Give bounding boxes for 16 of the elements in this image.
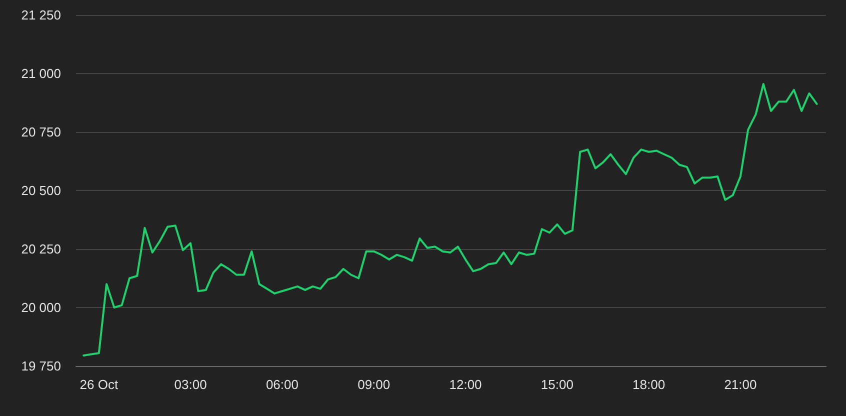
x-tick-label: 03:00 bbox=[174, 377, 207, 392]
y-tick-label: 20 250 bbox=[21, 242, 61, 256]
x-tick-label: 26 Oct bbox=[80, 377, 118, 392]
y-tick-label: 20 000 bbox=[21, 300, 61, 315]
x-tick-label: 18:00 bbox=[632, 377, 666, 392]
y-tick-label: 21 250 bbox=[21, 8, 61, 22]
x-tick-label: 15:00 bbox=[540, 377, 574, 392]
x-tick-label: 09:00 bbox=[358, 377, 390, 392]
y-tick-label: 19 750 bbox=[21, 358, 61, 374]
x-tick-label: 21:00 bbox=[724, 377, 757, 392]
line-series bbox=[82, 83, 818, 356]
y-tick-label: 21 000 bbox=[21, 66, 61, 81]
x-tick-label: 12:00 bbox=[449, 377, 482, 392]
y-tick-label: 20 500 bbox=[21, 183, 61, 198]
x-tick-label: 06:00 bbox=[266, 377, 298, 392]
y-tick-label: 20 750 bbox=[21, 124, 61, 140]
